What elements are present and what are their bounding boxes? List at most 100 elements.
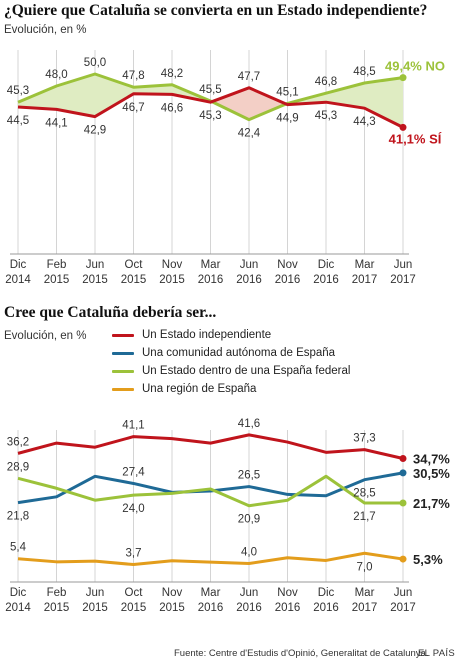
x-tick-label: 2015 <box>82 602 108 614</box>
x-tick-label: 2015 <box>44 274 70 286</box>
legend-label: Una región de España <box>142 383 257 395</box>
data-label-no: 48,2 <box>161 68 183 80</box>
data-label-no: 48,0 <box>45 69 67 81</box>
x-tick-label: 2017 <box>390 274 416 286</box>
legend-swatch <box>112 351 134 355</box>
x-tick-label: 2014 <box>5 274 31 286</box>
x-tick-label: 2016 <box>198 274 224 286</box>
chart2-subtitle: Evolución, en % <box>4 330 87 342</box>
x-tick-label: 2015 <box>159 274 185 286</box>
x-tick-label: 2016 <box>313 602 339 614</box>
x-tick-label: 2016 <box>275 602 301 614</box>
data-label-no: 45,1 <box>276 86 298 98</box>
data-label: 21,7 <box>353 511 375 523</box>
data-label-no: 47,8 <box>122 70 144 82</box>
gap-area <box>249 87 287 120</box>
x-tick-label: Feb <box>47 259 67 271</box>
x-tick-label: Mar <box>201 259 221 271</box>
data-label: 20,9 <box>238 514 260 526</box>
x-tick-label: Jun <box>394 587 413 599</box>
gap-area <box>56 74 95 117</box>
data-label: 24,0 <box>122 503 144 515</box>
data-label-si: 44,5 <box>7 115 29 127</box>
data-label: 36,2 <box>7 436 29 448</box>
x-tick-label: Nov <box>277 259 298 271</box>
x-tick-label: Oct <box>125 259 144 271</box>
chart2-legend: Un Estado independiente Una comunidad au… <box>112 326 350 398</box>
legend-label: Una comunidad autónoma de España <box>142 347 336 359</box>
end-label: 21,7% <box>413 496 450 511</box>
x-tick-label: Nov <box>162 259 183 271</box>
chart1-subtitle: Evolución, en % <box>4 24 87 36</box>
x-tick-label: Nov <box>277 587 298 599</box>
chart1-plot: 45,3 44,5 48,0 44,1 50,0 42,9 47,8 46,7 48,2 46,6… <box>5 50 445 286</box>
data-label: 41,6 <box>238 418 260 430</box>
end-label-si: 41,1% SÍ <box>389 131 442 146</box>
data-label-no: 45,3 <box>7 85 29 97</box>
end-point <box>399 123 407 131</box>
x-tick-label: 2016 <box>236 274 262 286</box>
data-label-si: 45,3 <box>199 110 221 122</box>
end-label: 5,3% <box>413 552 443 567</box>
data-label: 41,1 <box>122 420 144 432</box>
x-tick-label: 2015 <box>82 274 108 286</box>
data-label: 4,0 <box>241 547 257 559</box>
x-tick-label: 2016 <box>198 602 224 614</box>
end-label-no: 49,4% NO <box>385 59 445 74</box>
legend-swatch <box>112 333 134 337</box>
x-tick-label: 2015 <box>159 602 185 614</box>
legend-swatch <box>112 369 134 373</box>
x-tick-label: Oct <box>125 587 144 599</box>
x-tick-label: 2015 <box>44 602 70 614</box>
data-label: 28,9 <box>7 461 29 473</box>
series-line-3 <box>17 551 404 567</box>
series-line-2 <box>17 474 403 508</box>
x-tick-label: 2014 <box>5 602 31 614</box>
data-label-si: 42,9 <box>84 125 106 137</box>
x-tick-label: 2016 <box>236 602 262 614</box>
gap-area <box>364 77 403 128</box>
data-label-si: 46,7 <box>122 102 144 114</box>
series-si-line <box>17 86 404 129</box>
data-label: 28,5 <box>353 488 375 500</box>
legend-label: Un Estado independiente <box>142 329 272 341</box>
series-line-1 <box>17 471 404 505</box>
end-label: 34,7% <box>413 452 450 467</box>
x-tick-label: Dic <box>10 587 27 599</box>
gap-area <box>211 87 249 120</box>
end-point <box>399 74 407 82</box>
x-tick-label: 2017 <box>352 602 378 614</box>
x-tick-label: Jun <box>240 259 259 271</box>
end-point <box>399 455 407 462</box>
x-tick-label: Mar <box>355 259 375 271</box>
x-tick-label: Jun <box>86 587 105 599</box>
data-label-no: 48,5 <box>353 66 375 78</box>
x-tick-label: 2016 <box>275 274 301 286</box>
end-label: 30,5% <box>413 466 450 481</box>
x-tick-label: Mar <box>355 587 375 599</box>
data-label-no: 50,0 <box>84 57 106 69</box>
data-label-no: 45,5 <box>199 84 221 96</box>
legend-label: Un Estado dentro de una España federal <box>142 365 351 377</box>
legend-item-autonoma: Una comunidad autónoma de España <box>112 344 350 362</box>
data-label-si: 46,6 <box>161 102 183 114</box>
legend-item-federal: Un Estado dentro de una España federal <box>112 362 350 380</box>
legend-item-region: Una región de España <box>112 380 350 398</box>
data-label-si: 44,9 <box>276 113 298 125</box>
end-point <box>399 469 407 477</box>
data-label: 5,4 <box>10 542 27 554</box>
x-tick-label: 2015 <box>121 602 147 614</box>
x-tick-label: Jun <box>240 587 259 599</box>
x-tick-label: Feb <box>47 587 67 599</box>
data-label-si: 44,1 <box>45 117 67 129</box>
x-tick-label: Jun <box>86 259 105 271</box>
data-label-si: 44,3 <box>353 116 375 128</box>
x-tick-label: Dic <box>318 259 335 271</box>
x-tick-label: Mar <box>201 587 221 599</box>
x-tick-label: Nov <box>162 587 183 599</box>
gap-area <box>18 86 57 110</box>
source-note: Fuente: Centre d'Estudis d'Opinió, Gener… <box>174 648 429 659</box>
x-tick-label: Jun <box>394 259 413 271</box>
x-tick-label: 2015 <box>121 274 147 286</box>
x-tick-label: 2017 <box>352 274 378 286</box>
